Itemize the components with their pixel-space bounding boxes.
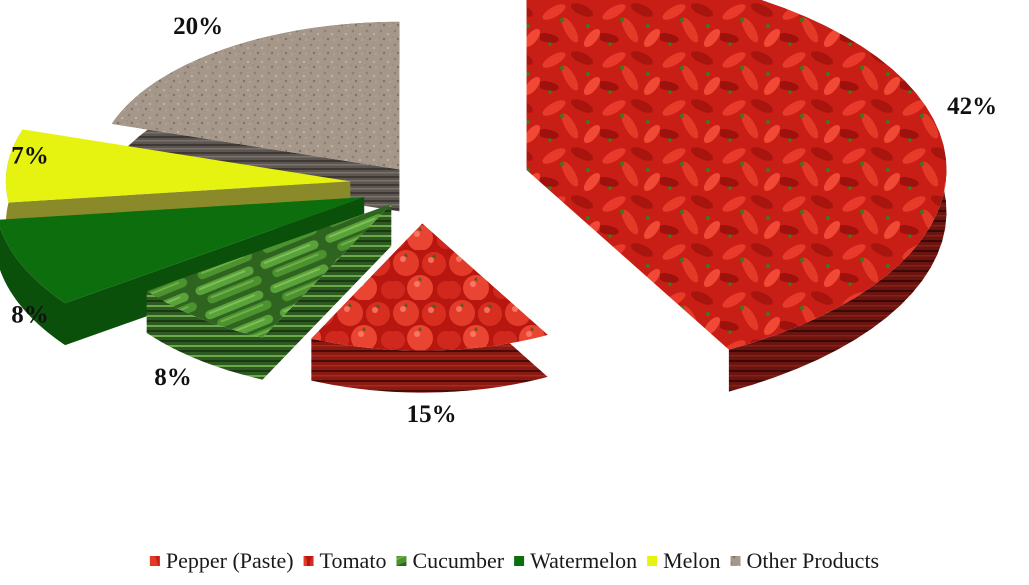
legend-label-tomato: Tomato: [320, 548, 387, 573]
legend-label-melon: Melon: [663, 548, 720, 573]
legend-swatch-pepper-paste: [149, 556, 160, 566]
pie-slices: [0, 0, 947, 393]
data-label-other-products: 20%: [173, 13, 223, 40]
pie-slice-cucumber: [146, 204, 392, 380]
legend-label-other-products: Other Products: [747, 548, 880, 573]
data-label-watermelon: 8%: [11, 302, 49, 329]
data-label-cucumber: 8%: [154, 364, 192, 391]
data-label-melon: 7%: [11, 143, 49, 170]
legend-item-cucumber: Cucumber: [396, 548, 505, 573]
legend-label-watermelon: Watermelon: [530, 548, 637, 573]
legend-item-tomato: Tomato: [303, 548, 387, 573]
pie-slice-top-watermelon: [0, 197, 365, 304]
pie-slice-pepper-paste: [526, 0, 947, 392]
pie-slice-tomato: [311, 223, 548, 393]
pie-slice-side-tomato: [311, 223, 548, 393]
legend-swatch-cucumber: [396, 556, 407, 566]
legend-swatch-watermelon: [514, 556, 525, 566]
pie-slice-top-cucumber: [146, 204, 392, 338]
legend: Pepper (Paste) Tomato Cucumber Watermelon Me…: [149, 548, 880, 573]
legend-item-watermelon: Watermelon: [514, 548, 637, 573]
legend-item-melon: Melon: [647, 548, 721, 573]
pie-slice-side-watermelon: [0, 197, 365, 346]
legend-label-pepper-paste: Pepper (Paste): [166, 548, 294, 573]
data-label-pepper-paste: 42%: [947, 93, 997, 120]
pie-slice-side-cucumber: [146, 204, 392, 380]
legend-swatch-other-products: [730, 556, 741, 566]
legend-item-pepper-paste: Pepper (Paste): [149, 548, 294, 573]
legend-label-cucumber: Cucumber: [412, 548, 504, 573]
legend-item-other-products: Other Products: [730, 548, 880, 573]
legend-swatch-melon: [647, 556, 658, 566]
pie-slice-top-tomato: [311, 223, 548, 351]
legend-swatch-tomato: [303, 556, 314, 566]
pie-slice-top-other-products: [111, 21, 400, 170]
pie-slice-top-melon: [5, 129, 351, 203]
data-label-tomato: 15%: [407, 401, 457, 428]
slice-labels: 42% 15% 8% 8% 7% 20%: [11, 13, 997, 428]
pie-slice-top-pepper-paste: [526, 0, 947, 350]
pie-slice-watermelon: [0, 197, 365, 346]
